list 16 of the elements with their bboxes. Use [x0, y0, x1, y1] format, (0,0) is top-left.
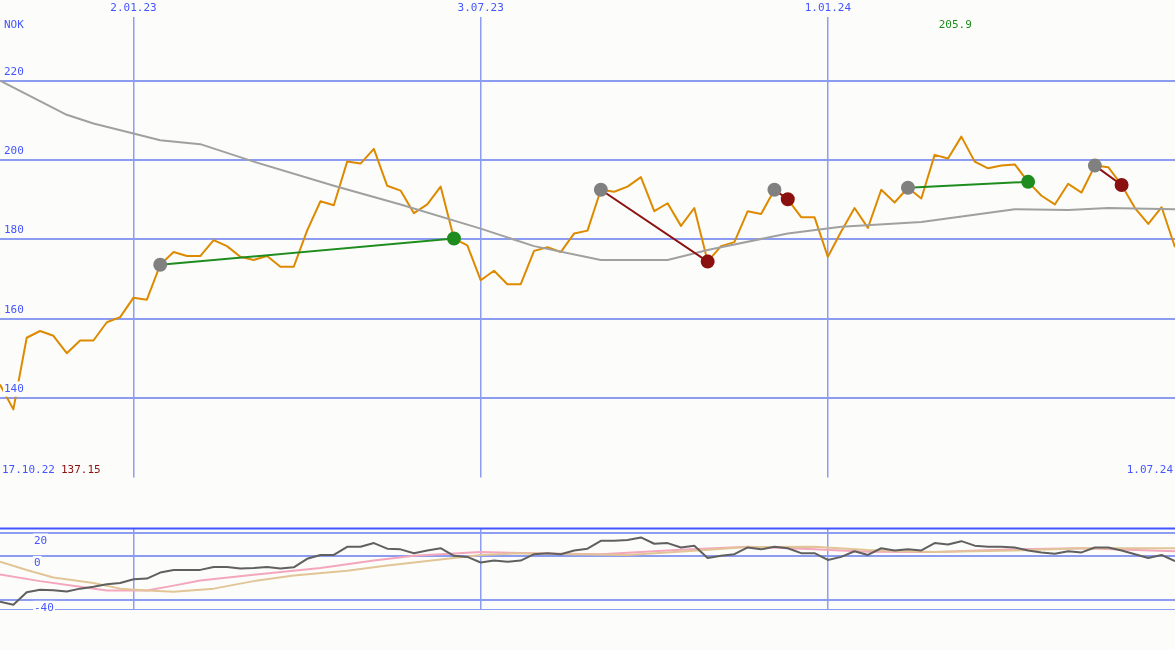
x-tick-label: 3.07.23 [457, 1, 504, 15]
annotation: 205.9 [938, 17, 972, 31]
x-tick-label: 1.01.24 [804, 1, 852, 15]
y-tick-label: 200 [4, 143, 24, 157]
y-tick-label: 180 [4, 223, 24, 237]
y-tick-label: 20 [34, 533, 48, 547]
y-tick-label: 140 [4, 381, 24, 395]
y-tick-label: 160 [4, 302, 24, 316]
y-tick-label: 0 [34, 556, 41, 570]
annotation: 1.07.24 [1126, 462, 1174, 476]
y-axis-title: NOK [4, 17, 25, 31]
y-tick-label: 220 [4, 64, 24, 78]
annotation: 17.10.22 [2, 462, 55, 476]
x-tick-label: 2.01.23 [110, 1, 157, 15]
annotation: 137.15 [60, 462, 101, 476]
y-tick-label: -40 [34, 601, 54, 615]
